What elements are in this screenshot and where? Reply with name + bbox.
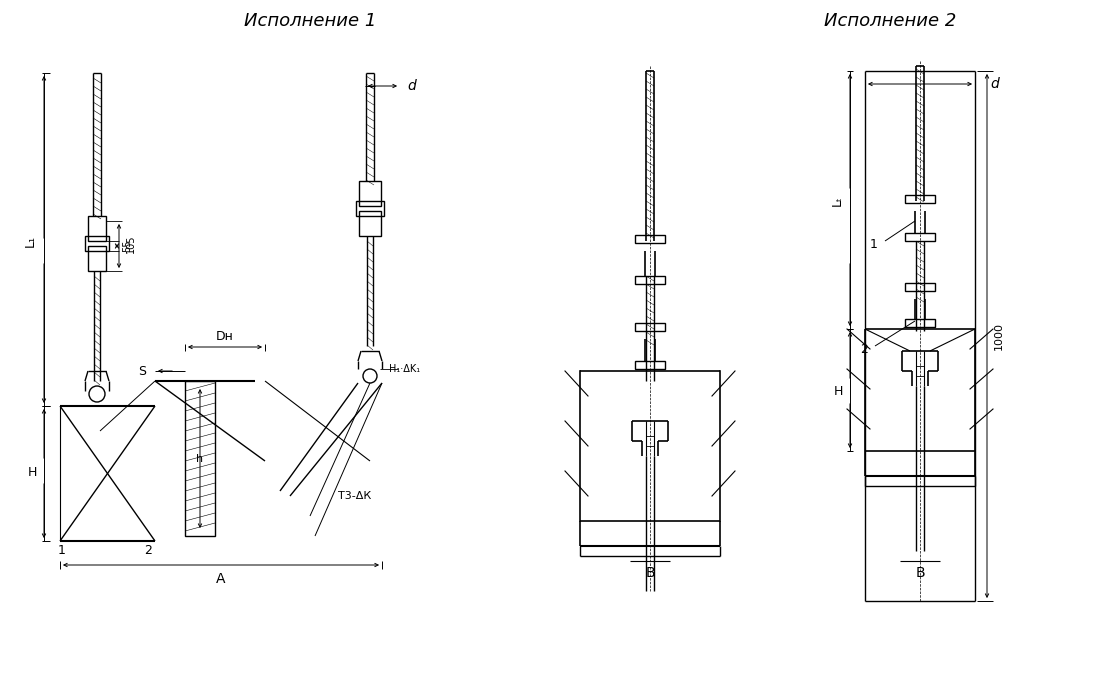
Text: 105: 105 xyxy=(126,235,136,253)
Text: В: В xyxy=(915,566,925,580)
Bar xyxy=(359,181,381,206)
Text: Dн: Dн xyxy=(217,330,234,343)
Bar xyxy=(356,201,384,216)
Bar xyxy=(88,246,106,271)
Text: H₁·ΔK₁: H₁·ΔK₁ xyxy=(389,364,421,374)
Bar xyxy=(905,319,935,327)
Text: 1000: 1000 xyxy=(994,322,1004,350)
Text: H: H xyxy=(834,384,843,397)
Text: L₁: L₁ xyxy=(23,235,37,247)
Text: h: h xyxy=(196,453,203,464)
Bar xyxy=(635,361,665,369)
Text: Исполнение 2: Исполнение 2 xyxy=(824,12,956,30)
Text: 1: 1 xyxy=(870,238,878,251)
Text: d: d xyxy=(407,79,416,93)
Text: Lₜ: Lₜ xyxy=(830,196,844,207)
Bar xyxy=(635,323,665,331)
Bar xyxy=(185,381,215,536)
Bar xyxy=(635,235,665,243)
Text: Исполнение 1: Исполнение 1 xyxy=(243,12,376,30)
Text: d: d xyxy=(991,77,999,91)
Text: 2: 2 xyxy=(144,545,152,558)
Text: 55: 55 xyxy=(122,240,132,252)
Bar xyxy=(88,216,106,241)
Text: S: S xyxy=(138,364,146,377)
Text: H: H xyxy=(27,466,37,480)
Text: Т3-ΔК: Т3-ΔК xyxy=(338,491,372,501)
Bar xyxy=(905,195,935,203)
Bar xyxy=(905,283,935,291)
Bar xyxy=(85,236,109,251)
Text: 1: 1 xyxy=(58,545,66,558)
Text: В: В xyxy=(645,566,655,580)
Bar xyxy=(359,211,381,236)
Text: A: A xyxy=(217,572,225,586)
Bar xyxy=(905,233,935,241)
Text: 2: 2 xyxy=(860,343,868,355)
Bar xyxy=(635,276,665,284)
